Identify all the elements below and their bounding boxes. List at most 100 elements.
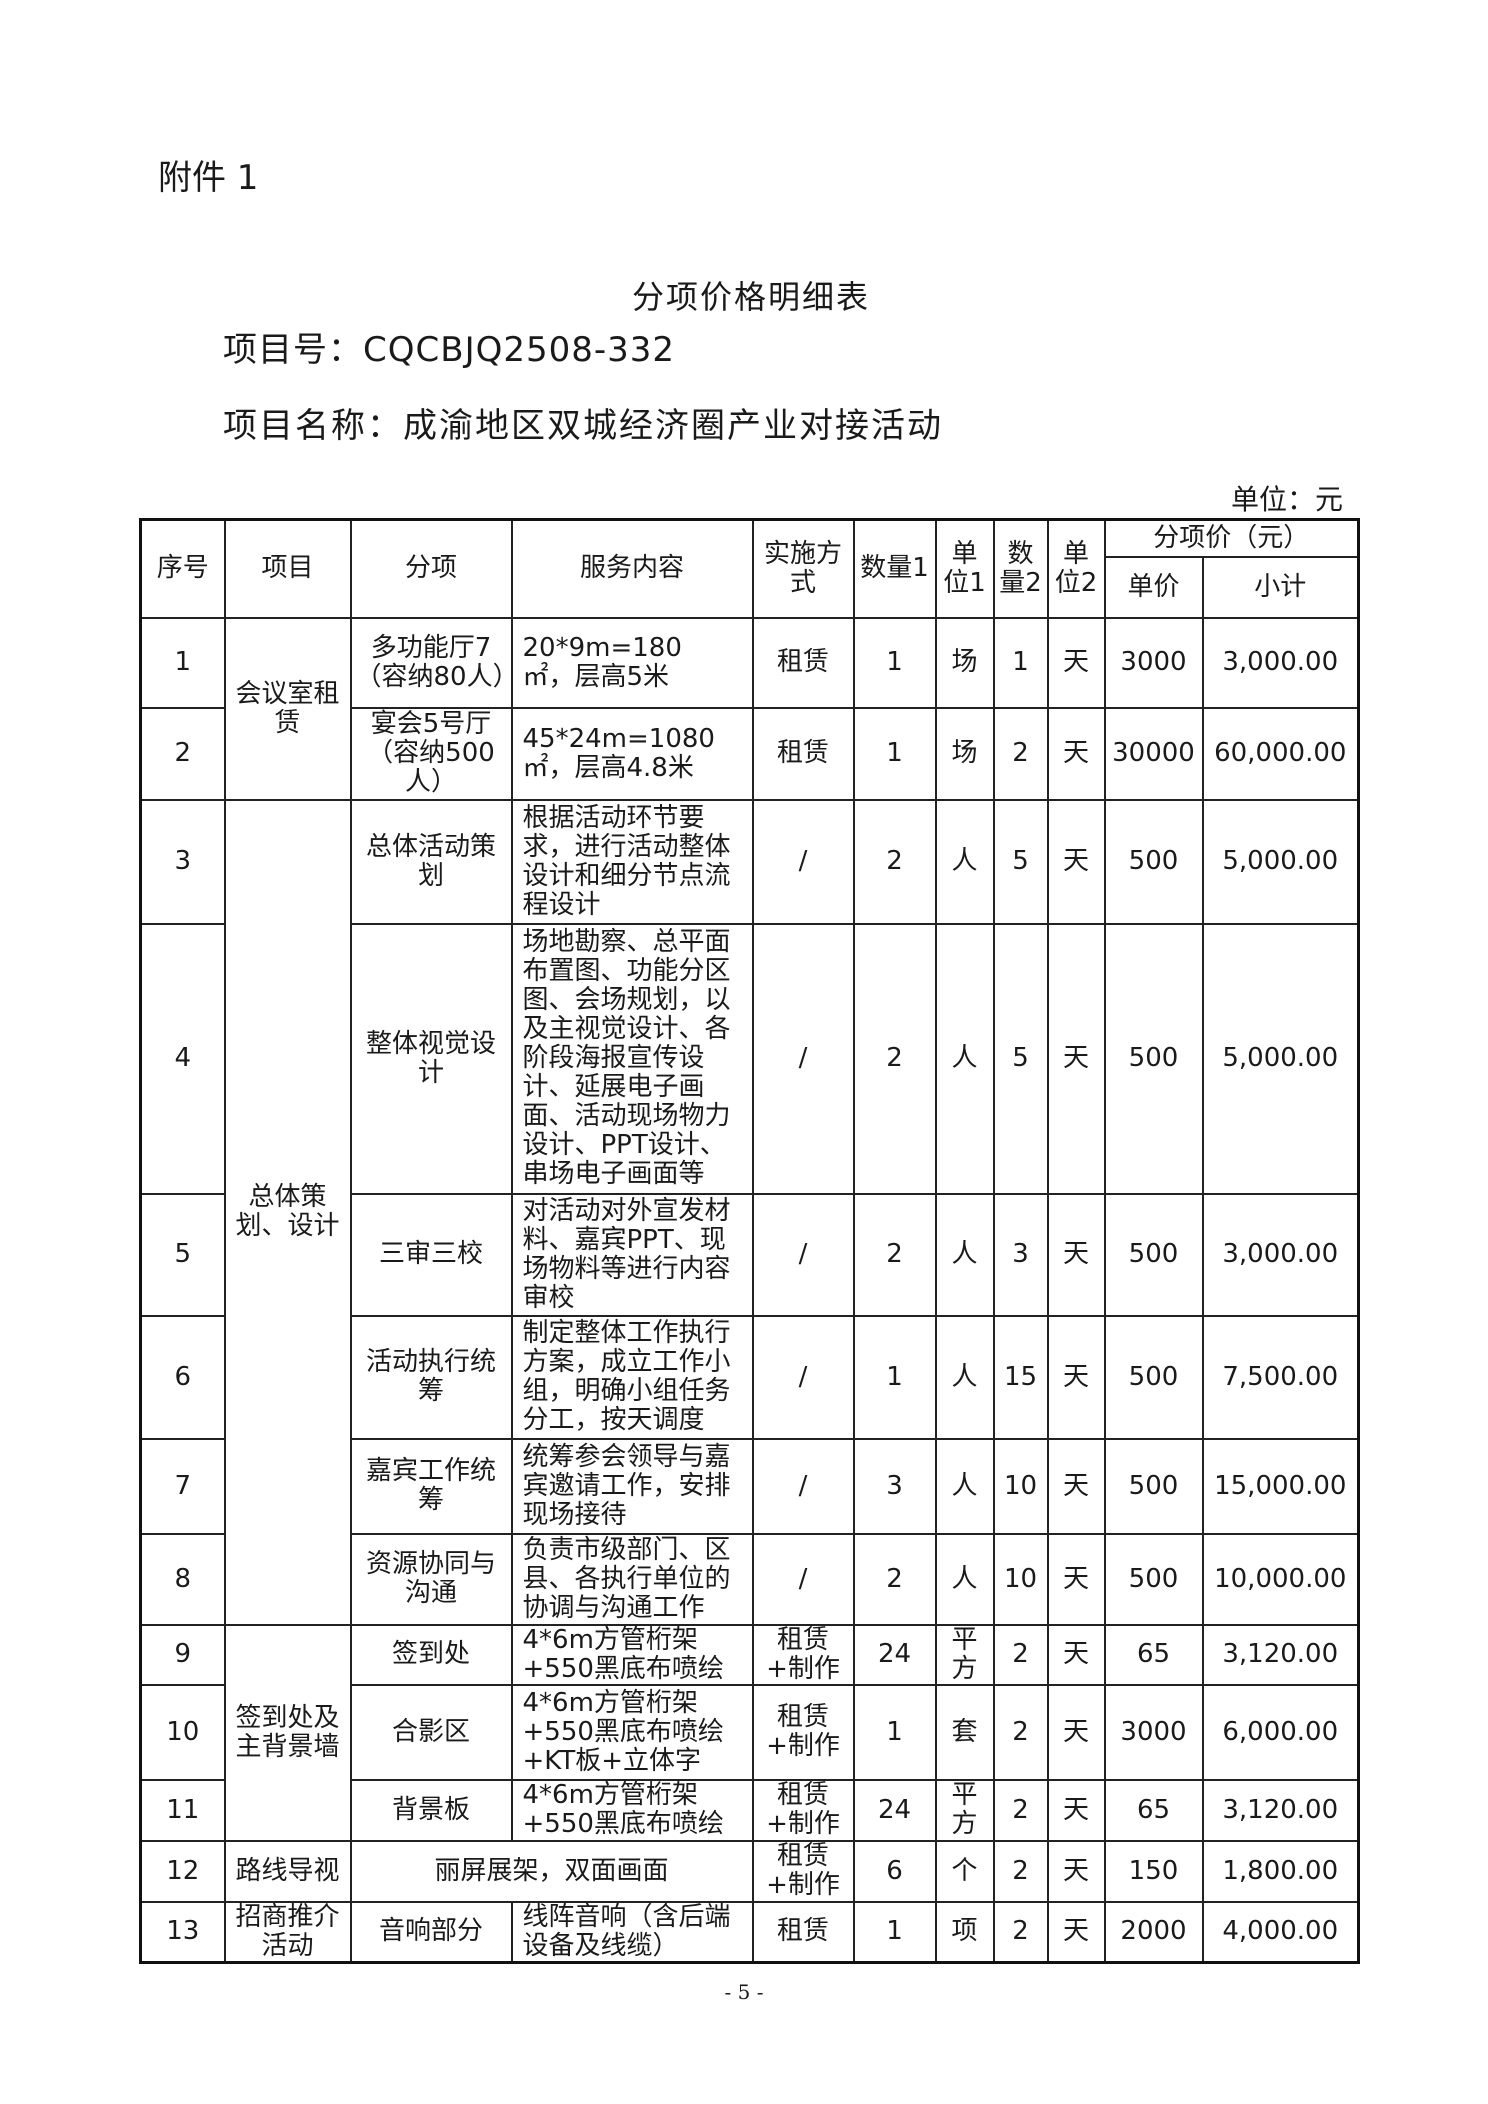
price-detail-table: 序号 项目 分项 服务内容 实施方式 数量1 单位1 数量2 单位2 分项价（元… (139, 518, 1361, 1964)
cell-qty2: 5 (992, 798, 1049, 925)
cell-qty1: 2 (852, 922, 937, 1195)
cell-method: / (751, 922, 855, 1195)
cell-unit-price: 500 (1103, 922, 1204, 1195)
cell-seq: 8 (139, 1532, 226, 1626)
cell-subtotal: 5,000.00 (1201, 922, 1360, 1195)
page-title: 分项价格明细表 (631, 278, 870, 316)
cell-unit1: 套 (934, 1683, 995, 1781)
cell-qty1: 1 (852, 1900, 937, 1964)
cell-subitem: 背景板 (349, 1778, 513, 1842)
cell-seq: 2 (139, 706, 226, 801)
cell-service: 线阵音响（含后端设备及线缆） (510, 1900, 754, 1964)
header-seq: 序号 (139, 518, 226, 619)
cell-qty1: 2 (852, 798, 937, 925)
cell-unit2: 天 (1046, 1314, 1106, 1440)
cell-subitem: 活动执行统筹 (349, 1314, 513, 1440)
cell-service: 对活动对外宣发材料、嘉宾PPT、现场物料等进行内容审校 (510, 1192, 754, 1317)
project-number: 项目号：CQCBJQ2508-332 (223, 330, 676, 370)
cell-unit-price: 65 (1103, 1623, 1204, 1686)
cell-subtotal: 15,000.00 (1201, 1437, 1360, 1535)
cell-item: 招商推介活动 (223, 1900, 352, 1964)
cell-subtotal: 10,000.00 (1201, 1532, 1360, 1626)
cell-seq: 1 (139, 616, 226, 709)
cell-subitem: 嘉宾工作统筹 (349, 1437, 513, 1535)
cell-method: 租赁 (751, 616, 855, 709)
header-qty1: 数量1 (852, 518, 937, 619)
table-row: 7 嘉宾工作统筹 统筹参会领导与嘉宾邀请工作，安排现场接待/3 人 10 天 500 15,0… (139, 1437, 1360, 1535)
cell-qty1: 24 (852, 1778, 937, 1842)
page-number: - 5 - (724, 1980, 764, 2004)
cell-method: / (751, 1314, 855, 1440)
cell-method: 租赁 (751, 706, 855, 801)
cell-unit1: 场 (934, 616, 995, 709)
cell-qty2: 15 (992, 1314, 1049, 1440)
cell-method: 租赁 (751, 1900, 855, 1964)
cell-unit-price: 3000 (1103, 1683, 1204, 1781)
cell-qty2: 2 (992, 1900, 1049, 1964)
cell-unit-price: 2000 (1103, 1900, 1204, 1964)
cell-unit2: 天 (1046, 1623, 1106, 1686)
cell-seq: 10 (139, 1683, 226, 1781)
table-row: 11 背景板 4*6m方管桁架+550黑底布喷绘 租赁+制作 24 平方 2 天 65 3,120… (139, 1778, 1360, 1842)
cell-unit2: 天 (1046, 706, 1106, 801)
cell-unit-price: 500 (1103, 1532, 1204, 1626)
cell-qty1: 1 (852, 1683, 937, 1781)
header-method: 实施方式 (751, 518, 855, 619)
cell-subitem: 三审三校 (349, 1192, 513, 1317)
cell-service: 负责市级部门、区县、各执行单位的协调与沟通工作 (510, 1532, 754, 1626)
cell-qty2: 3 (992, 1192, 1049, 1317)
cell-seq: 12 (139, 1839, 226, 1903)
cell-seq: 7 (139, 1437, 226, 1535)
cell-unit2: 天 (1046, 1192, 1106, 1317)
cell-subtotal: 3,120.00 (1201, 1778, 1360, 1842)
cell-qty2: 10 (992, 1437, 1049, 1535)
cell-subitem: 资源协同与沟通 (349, 1532, 513, 1626)
cell-qty1: 2 (852, 1192, 937, 1317)
cell-unit-price: 150 (1103, 1839, 1204, 1903)
table-row: 13 招商推介活动 音响部分 线阵音响（含后端设备及线缆） 租赁 1 项 2 天 2000 4,00… (139, 1900, 1360, 1964)
table-row: 10 合影区 4*6m方管桁架+550黑底布喷绘+KT板+立体字 租赁+制作 1 套 2 天 3… (139, 1683, 1360, 1781)
cell-seq: 3 (139, 798, 226, 925)
cell-seq: 6 (139, 1314, 226, 1440)
cell-method: / (751, 1437, 855, 1535)
cell-seq: 13 (139, 1900, 226, 1964)
cell-subitem: 整体视觉设计 (349, 922, 513, 1195)
table-row: 6 活动执行统筹 制定整体工作执行方案，成立工作小组，明确小组任务分工，按天调度/1… (139, 1314, 1360, 1440)
cell-service: 场地勘察、总平面布置图、功能分区图、会场规划，以及主视觉设计、各阶段海报宣传设计… (510, 922, 754, 1195)
cell-unit2: 天 (1046, 1532, 1106, 1626)
cell-unit2: 天 (1046, 1778, 1106, 1842)
cell-service: 4*6m方管桁架+550黑底布喷绘 (510, 1623, 754, 1686)
cell-unit-price: 500 (1103, 798, 1204, 925)
table-row: 12 路线导视 丽屏展架，双面画面 租赁+制作 6 个 2 天 150 1,800.00 (139, 1839, 1360, 1903)
cell-item: 总体策划、设计 (223, 798, 352, 1626)
cell-qty2: 2 (992, 1623, 1049, 1686)
cell-qty2: 2 (992, 706, 1049, 801)
cell-qty2: 2 (992, 1839, 1049, 1903)
header-subitem: 分项 (349, 518, 513, 619)
cell-seq: 11 (139, 1778, 226, 1842)
cell-service: 45*24m=1080 ㎡，层高4.8米 (510, 706, 754, 801)
cell-service: 4*6m方管桁架+550黑底布喷绘 (510, 1778, 754, 1842)
header-unit-price: 单价 (1103, 555, 1204, 619)
cell-unit1: 人 (934, 798, 995, 925)
cell-method: 租赁+制作 (751, 1839, 855, 1903)
cell-unit1: 人 (934, 1437, 995, 1535)
cell-subtotal: 1,800.00 (1201, 1839, 1360, 1903)
cell-qty1: 2 (852, 1532, 937, 1626)
header-subtotal: 小计 (1201, 555, 1360, 619)
header-price-group: 分项价（元） (1103, 518, 1360, 558)
cell-qty2: 2 (992, 1778, 1049, 1842)
cell-qty1: 1 (852, 1314, 937, 1440)
cell-unit-price: 30000 (1103, 706, 1204, 801)
cell-unit-price: 65 (1103, 1778, 1204, 1842)
attachment-label: 附件 1 (158, 158, 259, 198)
cell-method: / (751, 1532, 855, 1626)
cell-seq: 5 (139, 1192, 226, 1317)
table-row: 2 宴会5号厅（容纳500人） 45*24m=1080 ㎡，层高4.8米 租赁 1 场 2 天… (139, 706, 1360, 801)
cell-item: 签到处及主背景墙 (223, 1623, 352, 1842)
cell-subitem: 签到处 (349, 1623, 513, 1686)
cell-service: 丽屏展架，双面画面 (349, 1839, 754, 1903)
unit-note: 单位：元 (1230, 483, 1343, 516)
cell-seq: 4 (139, 922, 226, 1195)
table-row: 8 资源协同与沟通 负责市级部门、区县、各执行单位的协调与沟通工作/2 人 10 天 500… (139, 1532, 1360, 1626)
